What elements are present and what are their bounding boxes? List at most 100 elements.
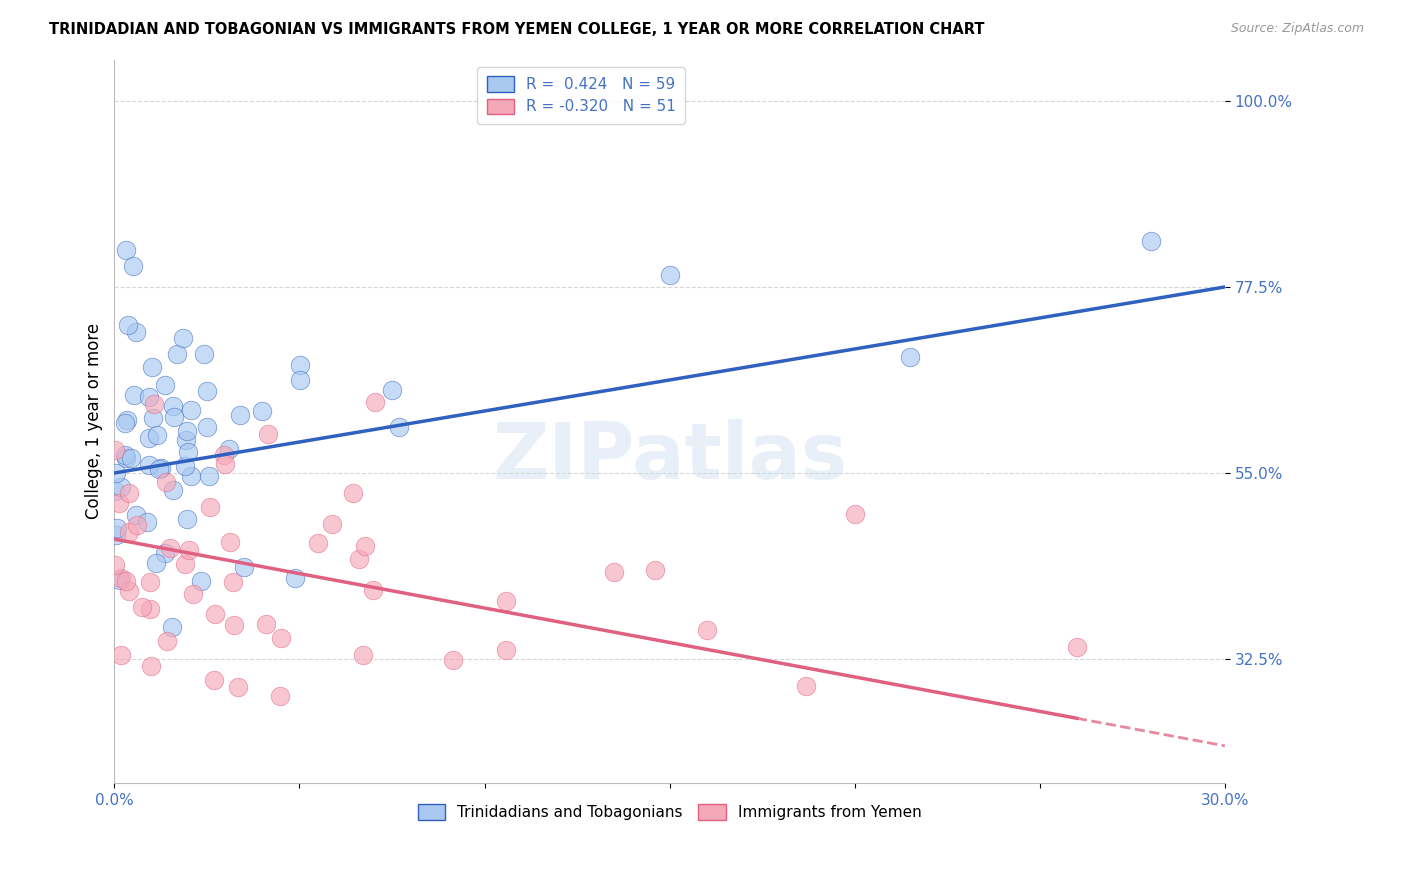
Point bbox=[174, 433, 197, 447]
Point bbox=[153, 378, 176, 392]
Point bbox=[250, 404, 273, 418]
Y-axis label: College, 1 year or more: College, 1 year or more bbox=[86, 323, 103, 519]
Point bbox=[256, 426, 278, 441]
Point bbox=[118, 524, 141, 539]
Point bbox=[162, 400, 184, 414]
Point bbox=[307, 536, 329, 550]
Point bbox=[145, 427, 167, 442]
Point bbox=[117, 318, 139, 332]
Point bbox=[177, 445, 200, 459]
Point bbox=[200, 500, 222, 514]
Point bbox=[176, 512, 198, 526]
Point bbox=[135, 515, 157, 529]
Point bbox=[195, 384, 218, 398]
Point bbox=[180, 403, 202, 417]
Point bbox=[181, 587, 204, 601]
Point bbox=[603, 565, 626, 579]
Point bbox=[122, 388, 145, 402]
Point bbox=[898, 350, 921, 364]
Text: ZIPatlas: ZIPatlas bbox=[492, 419, 848, 495]
Point bbox=[125, 326, 148, 340]
Point bbox=[166, 346, 188, 360]
Point bbox=[143, 397, 166, 411]
Point bbox=[131, 600, 153, 615]
Point bbox=[104, 558, 127, 572]
Point bbox=[228, 408, 250, 422]
Point bbox=[114, 417, 136, 431]
Point bbox=[141, 659, 163, 673]
Point bbox=[202, 673, 225, 687]
Text: TRINIDADIAN AND TOBAGONIAN VS IMMIGRANTS FROM YEMEN COLLEGE, 1 YEAR OR MORE CORR: TRINIDADIAN AND TOBAGONIAN VS IMMIGRANTS… bbox=[49, 22, 984, 37]
Point bbox=[110, 480, 132, 494]
Point bbox=[198, 469, 221, 483]
Point bbox=[354, 539, 377, 553]
Point bbox=[118, 583, 141, 598]
Point bbox=[162, 483, 184, 498]
Point bbox=[148, 462, 170, 476]
Point bbox=[159, 541, 181, 555]
Point bbox=[794, 679, 817, 693]
Point bbox=[142, 411, 165, 425]
Point bbox=[658, 268, 681, 282]
Point bbox=[115, 574, 138, 588]
Point bbox=[214, 449, 236, 463]
Point bbox=[173, 459, 195, 474]
Point bbox=[122, 260, 145, 274]
Point bbox=[110, 571, 132, 585]
Point bbox=[114, 448, 136, 462]
Point bbox=[138, 390, 160, 404]
Point bbox=[321, 516, 343, 531]
Point bbox=[284, 570, 307, 584]
Point bbox=[138, 602, 160, 616]
Point bbox=[190, 574, 212, 589]
Point bbox=[124, 508, 146, 523]
Point bbox=[160, 620, 183, 634]
Point bbox=[222, 575, 245, 590]
Point bbox=[254, 617, 277, 632]
Point bbox=[270, 631, 292, 645]
Point bbox=[156, 633, 179, 648]
Text: Source: ZipAtlas.com: Source: ZipAtlas.com bbox=[1230, 22, 1364, 36]
Legend: Trinidadians and Tobagonians, Immigrants from Yemen: Trinidadians and Tobagonians, Immigrants… bbox=[412, 797, 928, 826]
Point bbox=[218, 442, 240, 456]
Point bbox=[155, 475, 177, 489]
Point bbox=[149, 460, 172, 475]
Point bbox=[105, 521, 128, 535]
Point bbox=[352, 648, 374, 663]
Point bbox=[110, 648, 132, 663]
Point bbox=[173, 558, 195, 572]
Point bbox=[495, 642, 517, 657]
Point bbox=[214, 457, 236, 471]
Point bbox=[495, 594, 517, 608]
Point bbox=[222, 618, 245, 632]
Point bbox=[104, 484, 127, 499]
Point bbox=[361, 582, 384, 597]
Point bbox=[233, 559, 256, 574]
Point bbox=[153, 546, 176, 560]
Point bbox=[104, 443, 127, 458]
Point bbox=[387, 420, 409, 434]
Point bbox=[180, 469, 202, 483]
Point bbox=[104, 467, 127, 481]
Point bbox=[219, 534, 242, 549]
Point bbox=[381, 384, 404, 398]
Point bbox=[138, 431, 160, 445]
Point bbox=[114, 451, 136, 466]
Point bbox=[145, 556, 167, 570]
Point bbox=[114, 243, 136, 257]
Point bbox=[104, 528, 127, 542]
Point bbox=[108, 496, 131, 510]
Point bbox=[288, 358, 311, 372]
Point bbox=[1140, 235, 1163, 249]
Point bbox=[172, 331, 194, 345]
Point bbox=[118, 486, 141, 500]
Point bbox=[163, 409, 186, 424]
Point bbox=[141, 360, 163, 375]
Point bbox=[1066, 640, 1088, 654]
Point bbox=[195, 420, 218, 434]
Point bbox=[347, 551, 370, 566]
Point bbox=[138, 575, 160, 590]
Point bbox=[364, 395, 387, 409]
Point bbox=[177, 542, 200, 557]
Point bbox=[844, 508, 866, 522]
